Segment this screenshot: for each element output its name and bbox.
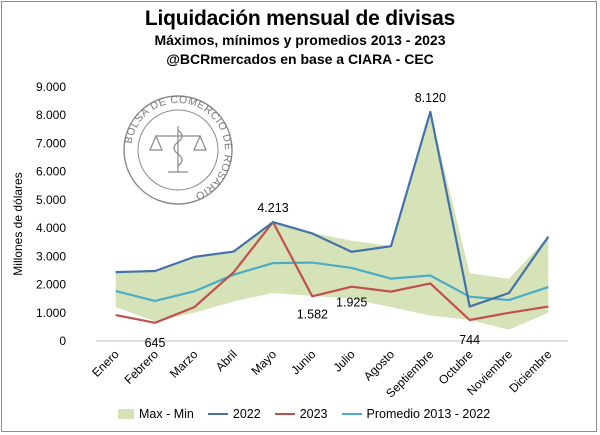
y-tick-label: 0 [59,334,66,348]
series-line-2022 [115,110,550,308]
band-layer [115,111,549,330]
lines-layer [115,110,550,324]
y-tick-label: 7.000 [36,136,66,150]
x-tick-label: Mayo [248,347,279,378]
x-tick-label: Julio [330,347,358,375]
y-tick-label: 3.000 [36,249,66,263]
x-tick-label: Diciembre [506,347,554,395]
y-tick-label: 4.000 [36,221,66,235]
chart-legend: Max - Min 2022 2023 Promedio 2013 - 2022 [118,404,504,424]
chart-source: @BCRmercados en base a CIARA - CEC [166,51,434,67]
legend-item-avg: Promedio 2013 - 2022 [341,407,491,421]
y-axis-label: Millones de dólares [11,172,25,275]
data-label: 4.213 [257,201,288,215]
data-label: 8.120 [415,91,446,105]
x-tick-label: Junio [288,347,318,377]
data-label: 744 [459,333,480,347]
seal-inner-ring [137,109,219,191]
legend-swatch-avg [341,413,362,415]
y-tick-label: 1.000 [36,306,66,320]
x-tick-label: Abril [213,347,240,374]
legend-item-2022: 2022 [207,407,261,421]
scales-icon [149,126,207,173]
legend-swatch-2022 [207,413,228,415]
y-axis: 0 1.000 2.000 3.000 4.000 5.000 6.000 7.000 8.00… [36,80,66,348]
data-labels-layer: 4.213 8.120 645 1.582 1.925 744 [145,91,481,350]
x-tick-label: Marzo [167,347,201,381]
data-label: 1.925 [336,296,367,310]
x-axis: Enero Febrero Marzo Abril Mayo Junio Julio Agos… [89,340,568,401]
y-tick-label: 5.000 [36,193,66,207]
x-tick-label: Febrero [122,347,162,387]
data-label: 1.582 [297,307,328,321]
legend-swatch-band [118,409,134,419]
y-tick-label: 6.000 [36,165,66,179]
x-tick-label: Enero [89,347,122,380]
legend-label-2023: 2023 [299,407,328,421]
legend-label-avg: Promedio 2013 - 2022 [366,407,491,421]
y-tick-label: 9.000 [36,80,66,94]
max-min-band [115,111,549,330]
x-tick-label: Agosto [361,347,398,384]
legend-item-2023: 2023 [274,407,328,421]
chart-titles: Liquidación mensual de divisas Máximos, … [0,6,600,69]
series-line-promedio [115,261,549,303]
bcr-seal-watermark: BOLSA DE COMERCIO DE ROSARIO [122,94,234,205]
data-label: 645 [145,336,166,350]
legend-label-2022: 2022 [232,407,261,421]
chart-title: Liquidación mensual de divisas [144,7,456,30]
y-tick-label: 2.000 [36,278,66,292]
y-tick-label: 8.000 [36,108,66,122]
legend-label-band: Max - Min [139,407,194,421]
seal-outer-ring [123,95,233,205]
chart-subtitle: Máximos, mínimos y promedios 2013 - 2023 [154,32,446,48]
legend-item-band: Max - Min [118,407,194,421]
legend-swatch-2023 [274,413,295,415]
series-line-2023 [115,220,549,324]
